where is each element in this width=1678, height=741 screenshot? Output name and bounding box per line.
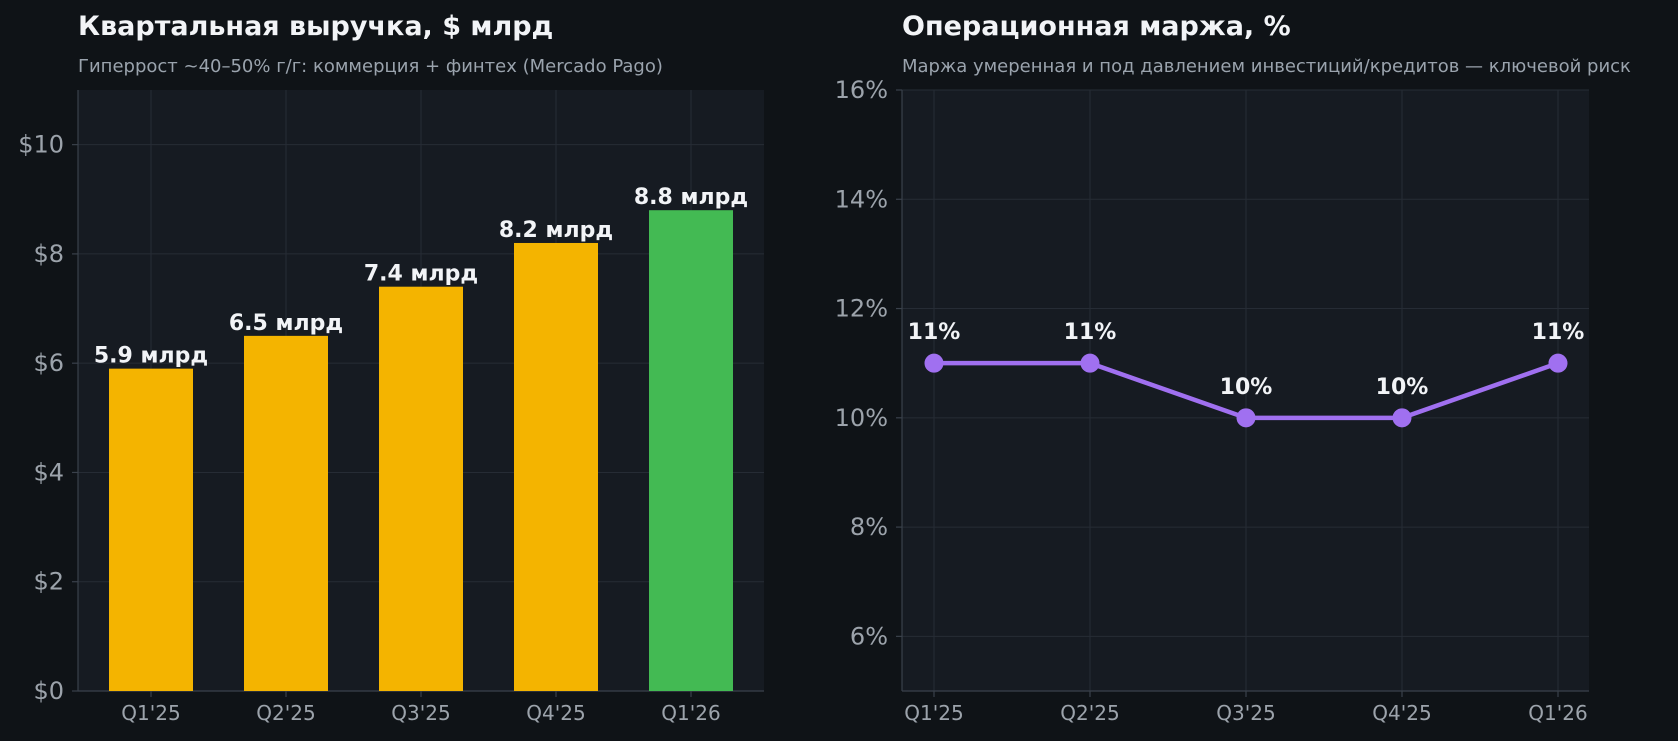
revenue-x-ticks: Q1'25 Q2'25 Q3'25 Q4'25 Q1'26 — [121, 691, 721, 725]
margin-x-ticks: Q1'25 Q2'25 Q3'25 Q4'25 Q1'26 — [904, 691, 1588, 725]
data-point — [1080, 353, 1100, 373]
x-tick-label: Q4'25 — [526, 701, 585, 725]
data-label: 5.9 млрд — [94, 344, 208, 369]
bar — [244, 335, 328, 691]
data-label: 11% — [908, 320, 961, 345]
margin-chart: Операционная маржа, % Маржа умеренная и … — [835, 11, 1631, 725]
data-point — [1392, 408, 1412, 428]
data-label: 10% — [1220, 375, 1273, 400]
x-tick-label: Q1'26 — [1528, 701, 1587, 725]
x-tick-label: Q3'25 — [1216, 701, 1275, 725]
bar — [109, 368, 193, 691]
bar — [514, 242, 598, 691]
y-tick-label: 12% — [835, 295, 888, 323]
data-point — [924, 353, 944, 373]
y-tick-label: $2 — [33, 568, 64, 596]
y-tick-label: $4 — [33, 458, 64, 486]
margin-data-labels: 11% 11% 10% 10% 11% — [908, 320, 1585, 400]
data-label: 11% — [1064, 320, 1117, 345]
revenue-chart-subtitle: Гиперрост ~40–50% г/г: коммерция + финте… — [78, 56, 663, 77]
revenue-chart: Квартальная выручка, $ млрд Гиперрост ~4… — [18, 11, 764, 725]
margin-chart-title: Операционная маржа, % — [902, 11, 1291, 42]
revenue-bars — [109, 210, 733, 691]
x-tick-label: Q1'26 — [661, 701, 720, 725]
y-tick-label: 10% — [835, 404, 888, 432]
data-point — [1548, 353, 1568, 373]
x-tick-label: Q3'25 — [391, 701, 450, 725]
x-tick-label: Q4'25 — [1372, 701, 1431, 725]
data-label: 10% — [1376, 375, 1429, 400]
x-tick-label: Q1'25 — [121, 701, 180, 725]
data-label: 8.8 млрд — [634, 185, 748, 210]
y-tick-label: $0 — [33, 677, 64, 705]
x-tick-label: Q2'25 — [256, 701, 315, 725]
revenue-chart-title: Квартальная выручка, $ млрд — [78, 11, 553, 42]
data-label: 8.2 млрд — [499, 218, 613, 243]
y-tick-label: $8 — [33, 240, 64, 268]
revenue-data-labels: 5.9 млрд 6.5 млрд 7.4 млрд 8.2 млрд 8.8 млрд — [94, 185, 748, 368]
data-label: 6.5 млрд — [229, 311, 343, 336]
revenue-y-ticks: $0 $2 $4 $6 $8 $10 — [18, 131, 78, 705]
margin-chart-subtitle: Маржа умеренная и под давлением инвестиц… — [902, 56, 1631, 77]
margin-gridlines — [902, 89, 1589, 691]
bar — [379, 286, 463, 691]
y-tick-label: $6 — [33, 349, 64, 377]
data-point — [1236, 408, 1256, 428]
y-tick-label: $10 — [18, 131, 64, 159]
y-tick-label: 16% — [835, 76, 888, 104]
x-tick-label: Q1'25 — [904, 701, 963, 725]
margin-series — [924, 353, 1568, 428]
margin-y-ticks: 6% 8% 10% 12% 14% 16% — [835, 76, 902, 650]
data-label: 7.4 млрд — [364, 262, 478, 287]
y-tick-label: 8% — [850, 513, 888, 541]
y-tick-label: 6% — [850, 622, 888, 650]
data-label: 11% — [1532, 320, 1585, 345]
bar — [649, 210, 733, 691]
y-tick-label: 14% — [835, 185, 888, 213]
x-tick-label: Q2'25 — [1060, 701, 1119, 725]
